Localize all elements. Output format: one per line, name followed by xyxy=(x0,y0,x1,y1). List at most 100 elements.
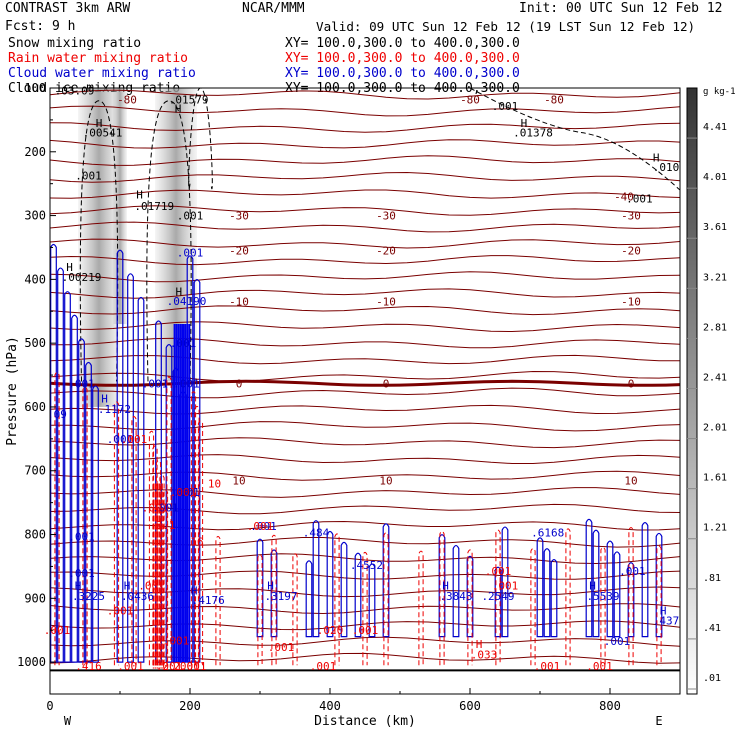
temp-contour xyxy=(49,454,681,464)
cloud-water-contour xyxy=(305,560,313,638)
rain-water-contour xyxy=(271,534,277,666)
rain-water-contour xyxy=(530,548,536,666)
temp-contour xyxy=(49,122,681,133)
cloud-water-contour xyxy=(592,529,600,638)
contour-label: .00219 xyxy=(62,271,102,284)
colorbar-label: 2.81 xyxy=(703,322,727,333)
y-axis-label: Pressure (hPa) xyxy=(5,336,20,446)
rain-water-contour xyxy=(467,549,473,666)
east-label: E xyxy=(655,714,662,728)
rain-water-contour xyxy=(383,532,389,666)
contour-label: .001 xyxy=(534,660,561,673)
colorbar-label: .81 xyxy=(703,573,721,584)
forecast-hour: Fcst: 9 h xyxy=(5,19,76,34)
cloud-water-contour xyxy=(64,291,71,663)
model-title: CONTRAST 3km ARW xyxy=(5,1,131,16)
contour-label: .5539 xyxy=(586,590,619,603)
rain-water-contour xyxy=(131,416,137,666)
field-xy-snow: XY= 100.0,300.0 to 400.0,300.0 xyxy=(285,36,520,51)
rain-water-contour xyxy=(362,551,368,666)
temp-contour xyxy=(49,155,681,166)
contour-label: .001 xyxy=(156,660,183,673)
snow-shading-2 xyxy=(113,88,127,325)
colorbar-label: 3.61 xyxy=(703,222,727,233)
temp-label: -80 xyxy=(460,93,480,106)
cloud-water-contour xyxy=(186,255,194,663)
colorbar-label: 1.21 xyxy=(703,523,727,534)
contour-label: .001 xyxy=(604,635,631,648)
contour-label: H xyxy=(653,152,660,165)
temp-label: -30 xyxy=(621,210,641,223)
ice-contour xyxy=(469,87,681,191)
rain-water-contour xyxy=(600,546,606,666)
contour-label: .001 xyxy=(107,604,134,617)
contour-label: .001 xyxy=(250,520,277,533)
contour-label: .01579 xyxy=(169,93,209,106)
rain-water-contour xyxy=(628,527,634,666)
contour-label: .01378 xyxy=(513,127,553,140)
temp-label: 10 xyxy=(379,474,392,487)
rain-water-contour xyxy=(495,529,501,666)
temp-contour xyxy=(49,171,681,183)
contour-label: H xyxy=(476,638,483,651)
rain-water-contour xyxy=(197,420,204,666)
temp-contour xyxy=(49,337,681,349)
temp-label: -80 xyxy=(544,93,564,106)
contour-label: .4552 xyxy=(350,559,383,572)
rain-water-contour xyxy=(334,533,340,666)
cloud-water-contour xyxy=(116,249,124,663)
temp-contour xyxy=(49,205,681,216)
contour-label: .001 xyxy=(492,580,519,593)
cloud-water-contour xyxy=(641,522,649,638)
contour-label: .3225 xyxy=(72,590,105,603)
temp-contour xyxy=(49,404,681,415)
contour-label: .001 xyxy=(170,486,197,499)
cloud-water-contour xyxy=(466,555,474,638)
contour-label: .3843 xyxy=(439,590,472,603)
west-label: W xyxy=(64,714,72,728)
contour-label: .4176 xyxy=(192,594,225,607)
temp-contour xyxy=(49,321,681,333)
x-tick-label: 200 xyxy=(179,699,201,713)
contour-label: .01719 xyxy=(134,200,174,213)
temp-contour xyxy=(49,305,681,316)
cloud-water-contour xyxy=(368,563,376,638)
cloud-water-contour xyxy=(382,523,390,638)
temp-contour xyxy=(49,636,681,647)
contour-label: .001 xyxy=(117,660,144,673)
rain-water-contour xyxy=(148,430,155,666)
contour-label: 2.001 xyxy=(173,660,206,673)
y-tick-label: 900 xyxy=(24,591,46,605)
x-tick-label: 0 xyxy=(46,699,53,713)
colorbar xyxy=(686,87,698,695)
cloud-water-contour xyxy=(354,552,362,638)
temp-label: -10 xyxy=(376,296,396,309)
temp-label: 0 xyxy=(236,377,243,390)
contour-label: .484 xyxy=(303,527,330,540)
x-tick-label: 800 xyxy=(599,699,621,713)
cloud-water-contour xyxy=(494,566,502,638)
temp-contour xyxy=(49,271,681,283)
contour-label: .001 xyxy=(163,634,190,647)
contour-label: .001 xyxy=(121,433,148,446)
temp-label: -20 xyxy=(229,245,249,258)
y-tick-label: 700 xyxy=(24,464,46,478)
contour-label: .001 xyxy=(619,565,646,578)
contour-label: .2549 xyxy=(481,590,514,603)
cloud-water-contour xyxy=(165,344,173,663)
contour-label: .001 xyxy=(177,210,204,223)
org-label: NCAR/MMM xyxy=(242,1,305,16)
contour-label: .04190 xyxy=(167,295,207,308)
contour-label: .001 xyxy=(352,624,379,637)
y-tick-label: 600 xyxy=(24,400,46,414)
contour-label: H xyxy=(124,580,131,593)
field-name-cloud-water: Cloud water mixing ratio xyxy=(8,66,196,81)
contour-label: H xyxy=(96,117,103,130)
temp-contour xyxy=(49,221,681,233)
y-tick-label: 100 xyxy=(24,81,46,95)
field-name-rain: Rain water mixing ratio xyxy=(8,51,189,66)
contour-label: .3197 xyxy=(264,590,297,603)
temp-contour xyxy=(49,537,681,548)
temp-label: -10 xyxy=(621,296,641,309)
cloud-water-contour xyxy=(270,549,278,638)
